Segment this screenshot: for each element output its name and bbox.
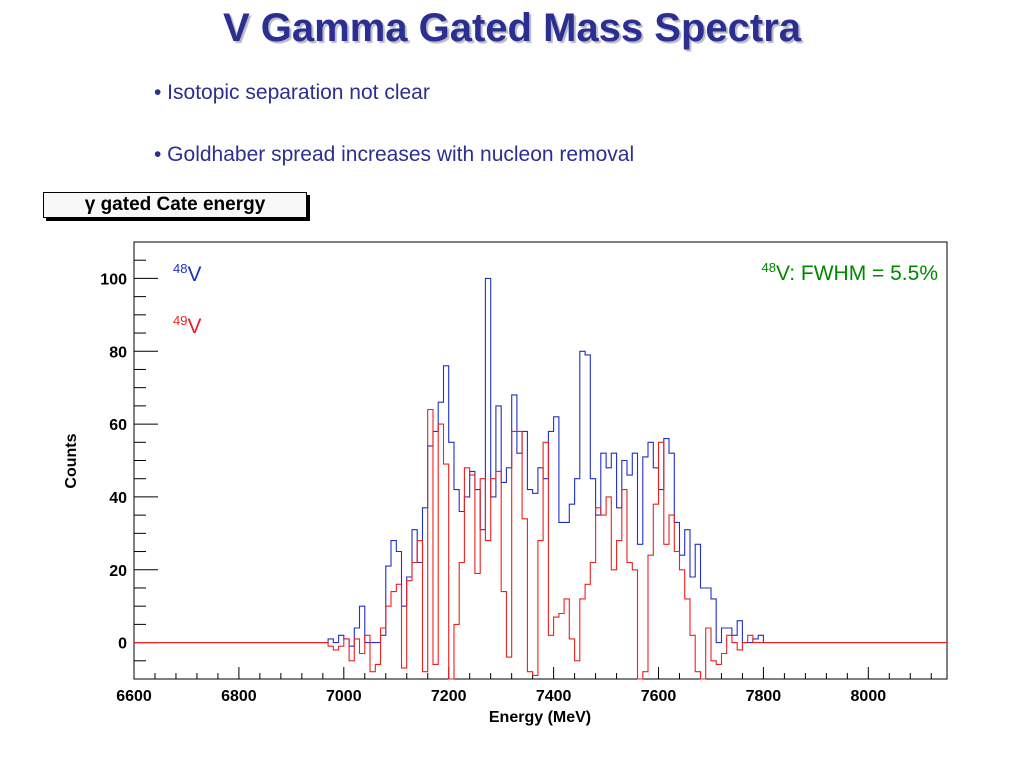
- legend-49v-mass: 49: [173, 313, 187, 328]
- plot-frame: [133, 241, 948, 680]
- legend-48v-mass: 48: [173, 261, 187, 276]
- x-tick-label: 6800: [221, 688, 257, 705]
- y-tick-label: 100: [100, 271, 127, 288]
- histogram-series-49v: [134, 408, 947, 680]
- x-tick-label: 6600: [116, 688, 152, 705]
- x-tick-label: 7000: [326, 688, 362, 705]
- histogram-title-box: γ gated Cate energy: [43, 192, 307, 218]
- page-title: V Gamma Gated Mass Spectra: [222, 6, 802, 50]
- legend-49v: 49V: [173, 313, 201, 338]
- x-tick-label: 7400: [536, 688, 572, 705]
- fwhm-mass: 48: [762, 260, 776, 275]
- y-tick-label: 80: [109, 344, 127, 361]
- y-tick-label: 60: [109, 417, 127, 434]
- y-tick-label: 20: [109, 563, 127, 580]
- bullet-goldhaber-spread: • Goldhaber spread increases with nucleo…: [154, 143, 635, 166]
- x-axis-title: Energy (MeV): [489, 709, 591, 726]
- y-tick-label: 40: [109, 490, 127, 507]
- x-tick-label: 7800: [746, 688, 782, 705]
- legend-49v-symbol: V: [187, 315, 201, 338]
- fwhm-text: V: FWHM = 5.5%: [776, 262, 938, 285]
- x-tick-label: 7600: [641, 688, 677, 705]
- bullet-isotopic-separation: • Isotopic separation not clear: [154, 81, 430, 104]
- legend-48v-symbol: V: [187, 263, 201, 286]
- y-tick-label: 0: [118, 636, 127, 653]
- gamma-symbol: γ: [84, 194, 96, 215]
- x-tick-label: 7200: [431, 688, 467, 705]
- x-tick-label: 8000: [851, 688, 887, 705]
- legend-48v: 48V: [173, 261, 201, 286]
- fwhm-annotation: 48V: FWHM = 5.5%: [762, 260, 938, 285]
- histogram-title-text: gated Cate energy: [100, 194, 266, 215]
- y-axis-title: Counts: [63, 433, 80, 488]
